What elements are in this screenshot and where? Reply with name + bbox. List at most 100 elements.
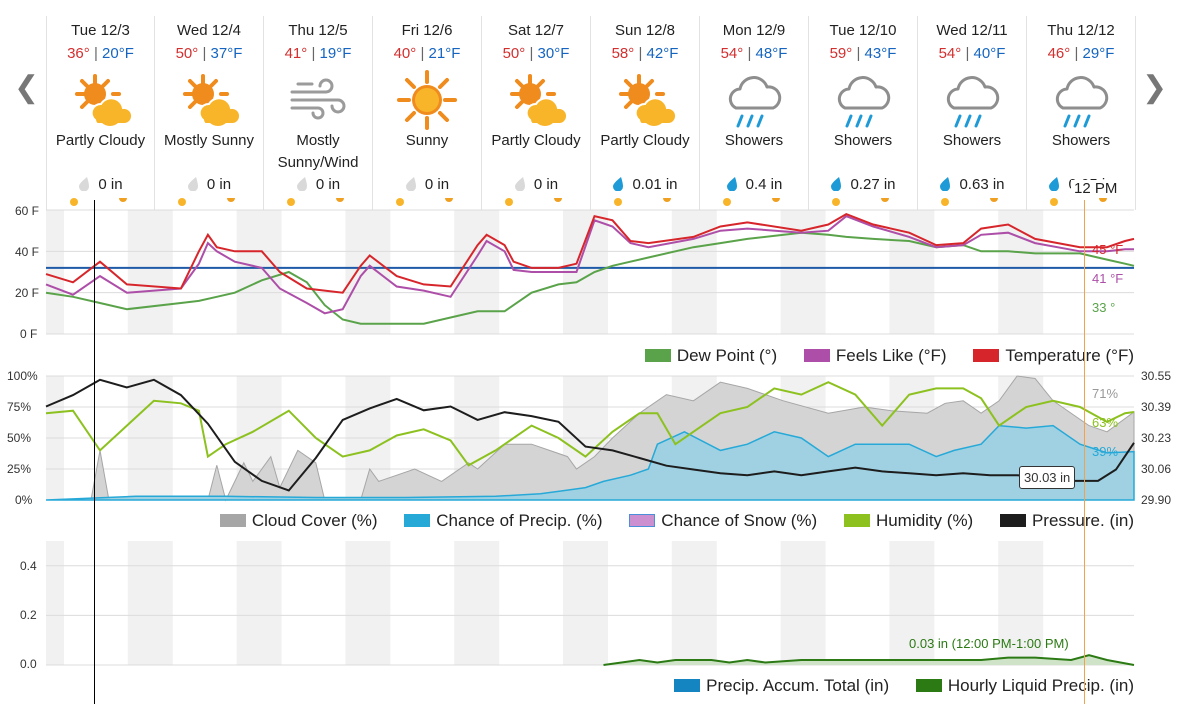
day-column[interactable]: Wed 12/11 54° | 40°F Showers 0.63 in: [918, 16, 1027, 210]
temperature-line: [45, 212, 1135, 294]
day-column[interactable]: Tue 12/10 59° | 43°F Showers 0.27 in: [809, 16, 918, 210]
condition-text: Mostly Sunny: [163, 132, 255, 149]
legend-temperature[interactable]: Temperature (°F): [973, 346, 1134, 365]
current-feels-like: 41 °F: [1092, 271, 1124, 286]
day-temps: 58° | 42°F: [611, 45, 679, 62]
cloud-humidity-chart: [45, 375, 1135, 502]
condition-text: Partly Cloudy: [491, 132, 581, 149]
legend-snow-chance[interactable]: Chance of Snow (%): [629, 511, 817, 530]
high-temp: 36°: [67, 45, 90, 62]
current-dew-point: 33 °: [1092, 300, 1116, 315]
legend-pressure[interactable]: Pressure. (in): [999, 511, 1134, 530]
temp-y-tick: 40 F: [15, 245, 40, 259]
day-name: Sat 12/7: [508, 22, 564, 39]
night-band: [236, 541, 282, 665]
legend-humidity[interactable]: Humidity (%): [843, 511, 973, 530]
current-time-marker: [1084, 200, 1085, 704]
precip-y-tick: 0.0: [20, 657, 37, 671]
high-temp: 50°: [175, 45, 199, 62]
day-temps: 54° | 48°F: [720, 45, 788, 62]
day-name: Tue 12/10: [829, 22, 897, 39]
raindrop-icon: [187, 177, 198, 191]
current-cloud-cover: 71%: [1092, 386, 1119, 401]
daily-precip: 0 in: [373, 176, 481, 193]
day-temps: 41° | 19°F: [284, 45, 352, 62]
partly-cloudy-icon: [619, 74, 677, 126]
cloud-y-tick: 50%: [7, 431, 32, 445]
pressure-y-tick: 29.90: [1141, 493, 1172, 507]
current-precip-chance: 39%: [1092, 444, 1119, 459]
daily-forecast-strip: Tue 12/3 36° | 20°F Partly Cloudy 0 in Wed 1…: [46, 16, 1136, 210]
daily-precip: 0.63 in: [918, 176, 1026, 193]
showers-icon: [728, 76, 782, 128]
day-temps: 46° | 29°F: [1047, 45, 1115, 62]
daily-precip: 0.27 in: [809, 176, 917, 193]
precip-y-tick: 0.4: [20, 559, 37, 573]
current-temperature: 45 °F: [1092, 242, 1124, 257]
legend-hourly-precip[interactable]: Hourly Liquid Precip. (in): [915, 676, 1134, 695]
condition-text: Showers: [724, 132, 784, 149]
current-humidity: 63%: [1092, 415, 1119, 430]
sunrise-sunset-icon: [396, 198, 453, 206]
partly-cloudy-icon: [510, 74, 568, 126]
raindrop-icon: [79, 177, 90, 191]
night-band: [998, 210, 1044, 334]
day-name: Mon 12/9: [722, 22, 786, 39]
current-pressure-tooltip: 30.03 in: [1019, 466, 1076, 489]
low-temp: 21°F: [428, 45, 461, 62]
legend-precip-accum[interactable]: Precip. Accum. Total (in): [674, 676, 889, 695]
daily-precip: 0 in: [264, 176, 372, 193]
sunrise-sunset-icon: [614, 198, 671, 206]
high-temp: 40°: [393, 45, 417, 62]
high-temp: 50°: [502, 45, 526, 62]
high-temp: 59°: [829, 45, 853, 62]
feels-like-line: [45, 215, 1134, 315]
legend-cloud-cover[interactable]: Cloud Cover (%): [219, 511, 378, 530]
day-column[interactable]: Fri 12/6 40° | 21°F Sunny 0 in: [373, 16, 482, 210]
day-column[interactable]: Thu 12/5 41° | 19°F Mostly Sunny/Wind 0 in: [264, 16, 373, 210]
night-band: [454, 210, 500, 334]
day-column[interactable]: Tue 12/3 36° | 20°F Partly Cloudy 0 in: [46, 16, 155, 210]
day-column[interactable]: Sun 12/8 58° | 42°F Partly Cloudy 0.01 in: [591, 16, 700, 210]
hourly-precip-line: [603, 654, 1135, 666]
humidity-line: [45, 381, 1135, 467]
day-temps: 36° | 20°F: [67, 45, 134, 62]
showers-icon: [837, 76, 891, 128]
night-band: [345, 210, 391, 334]
cloud-y-tick: 100%: [7, 369, 38, 383]
night-band: [998, 541, 1044, 665]
condition-text: Showers: [942, 132, 1002, 149]
day-name: Wed 12/11: [936, 22, 1008, 39]
day-name: Thu 12/12: [1047, 22, 1115, 39]
daily-precip: 0 in: [482, 176, 590, 193]
legend-precip-chance[interactable]: Chance of Precip. (%): [404, 511, 603, 530]
sunrise-sunset-icon: [941, 198, 998, 206]
night-band: [46, 210, 64, 334]
legend-dew-point[interactable]: Dew Point (°): [644, 346, 777, 365]
low-temp: 37°F: [210, 45, 243, 62]
high-temp: 58°: [611, 45, 635, 62]
sunny-icon: [397, 70, 457, 130]
sunrise-sunset-icon: [723, 198, 780, 206]
condition-text: Showers: [833, 132, 893, 149]
raindrop-icon: [613, 177, 624, 191]
legend-feels-like[interactable]: Feels Like (°F): [803, 346, 947, 365]
chevron-right-icon[interactable]: ❯: [1142, 71, 1168, 104]
condition-text: Sunny: [405, 132, 449, 149]
high-temp: 54°: [938, 45, 962, 62]
low-temp: 43°F: [864, 45, 897, 62]
precip-tooltip: 0.03 in (12:00 PM-1:00 PM): [909, 636, 1069, 651]
low-temp: 40°F: [973, 45, 1006, 62]
precip-y-tick: 0.2: [20, 608, 37, 622]
sunrise-sunset-icon: [178, 198, 235, 206]
day-column[interactable]: Wed 12/4 50° | 37°F Mostly Sunny 0 in: [155, 16, 264, 210]
cloud-legend: Cloud Cover (%) Chance of Precip. (%) Ch…: [198, 511, 1134, 531]
pressure-y-tick: 30.55: [1141, 369, 1172, 383]
wind-icon: [290, 78, 346, 120]
day-column[interactable]: Mon 12/9 54° | 48°F Showers 0.4 in: [700, 16, 809, 210]
high-temp: 54°: [720, 45, 744, 62]
day-column[interactable]: Sat 12/7 50° | 30°F Partly Cloudy 0 in: [482, 16, 591, 210]
day-name: Thu 12/5: [288, 22, 348, 39]
chevron-left-icon[interactable]: ❮: [14, 71, 40, 104]
current-time-label: 12 PM: [1071, 180, 1121, 197]
